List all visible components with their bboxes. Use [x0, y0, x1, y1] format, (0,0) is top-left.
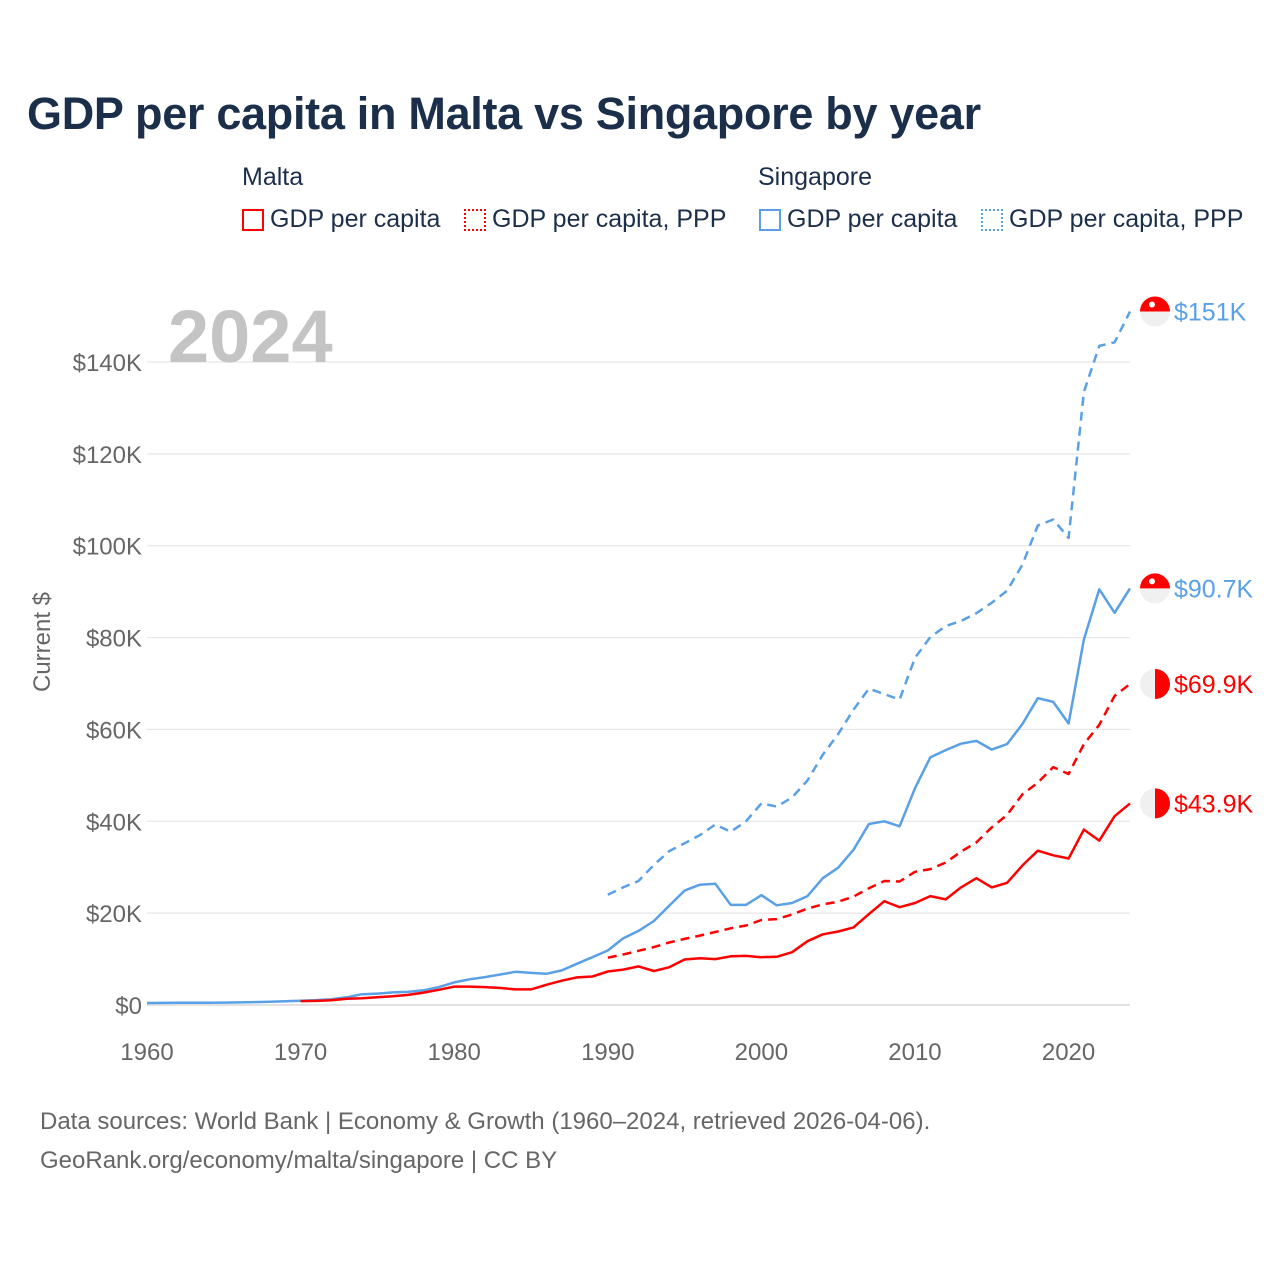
- legend-group-singapore: Singapore: [758, 163, 872, 191]
- legend-singapore-gdp-ppp[interactable]: GDP per capita, PPP: [981, 205, 1243, 234]
- series-line-malta-gdp-per-capita[interactable]: [300, 802, 1131, 1003]
- end-value-label: $69.9K: [1174, 671, 1254, 699]
- malta-flag-icon: [1140, 788, 1171, 819]
- x-tick-label: 1960: [120, 1039, 173, 1066]
- x-tick-label: 1980: [427, 1039, 480, 1066]
- series-line-singapore-gdp-per-capita[interactable]: [146, 587, 1132, 1005]
- malta-flag-icon: [1140, 668, 1171, 699]
- y-tick-label: $40K: [86, 809, 142, 836]
- legend-swatch-solid: [242, 208, 264, 231]
- singapore-flag-icon: [1140, 296, 1170, 327]
- x-tick-label: 2000: [735, 1039, 788, 1066]
- legend-swatch-solid: [759, 208, 781, 231]
- legend-malta-gdp-ppp[interactable]: GDP per capita, PPP: [464, 205, 726, 234]
- legend-label: GDP per capita: [787, 205, 958, 233]
- y-tick-label: $100K: [73, 534, 142, 561]
- legend-swatch-dotted: [464, 208, 486, 231]
- footer-attribution[interactable]: GeoRank.org/economy/malta/singapore | CC…: [40, 1147, 558, 1174]
- footer-sources: Data sources: World Bank | Economy & Gro…: [40, 1108, 931, 1135]
- series-line-malta-gdp-per-capita-ppp[interactable]: [607, 683, 1131, 959]
- y-tick-label: $140K: [73, 350, 142, 377]
- legend-singapore-gdp[interactable]: GDP per capita: [759, 205, 957, 234]
- singapore-flag-icon: [1140, 573, 1170, 604]
- x-tick-label: 1990: [581, 1039, 634, 1066]
- y-tick-label: $0: [115, 993, 142, 1020]
- x-tick-label: 2020: [1042, 1039, 1095, 1066]
- y-tick-label: $20K: [86, 901, 142, 928]
- legend-swatch-dotted: [981, 208, 1003, 231]
- legend-group-malta: Malta: [242, 163, 304, 191]
- end-value-label: $90.7K: [1174, 575, 1254, 603]
- y-tick-label: $80K: [86, 626, 142, 653]
- current-year-label: 2024: [168, 295, 333, 378]
- end-value-label: $43.9K: [1174, 790, 1254, 818]
- legend-label: GDP per capita, PPP: [1009, 205, 1244, 233]
- legend-label: GDP per capita: [270, 205, 441, 233]
- legend-label: GDP per capita, PPP: [492, 205, 727, 233]
- y-axis-label: Current $: [29, 592, 56, 692]
- end-value-label: $151K: [1174, 298, 1247, 326]
- chart-title: GDP per capita in Malta vs Singapore by …: [27, 88, 981, 139]
- x-tick-label: 2010: [888, 1039, 941, 1066]
- x-tick-label: 1970: [274, 1039, 327, 1066]
- y-tick-label: $60K: [86, 717, 142, 744]
- y-tick-label: $120K: [73, 442, 142, 469]
- series-line-singapore-gdp-per-capita-ppp[interactable]: [607, 310, 1132, 896]
- legend-malta-gdp[interactable]: GDP per capita: [242, 205, 440, 234]
